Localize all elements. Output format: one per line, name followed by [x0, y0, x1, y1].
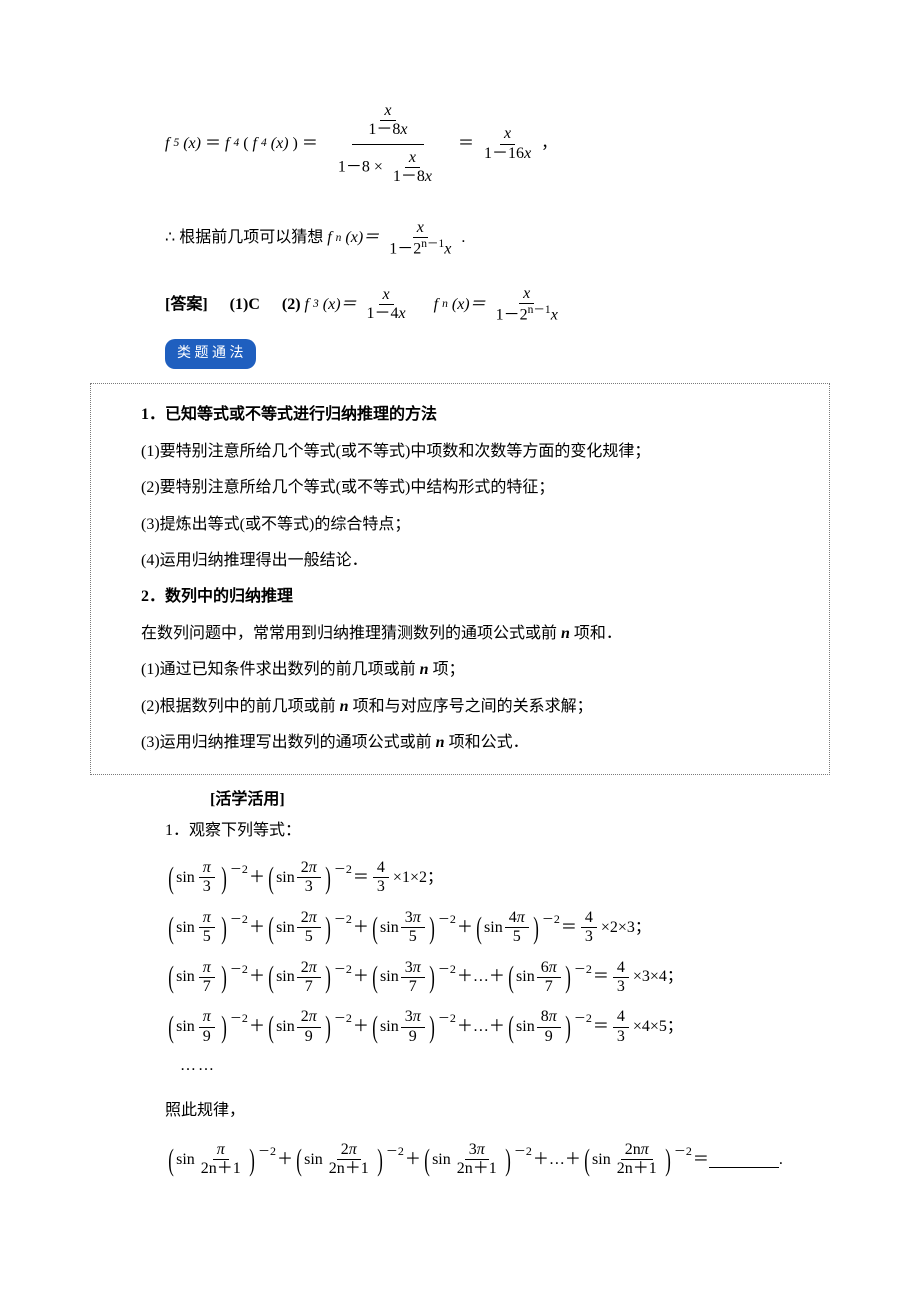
sin-term: (sin 3π5)－2: [370, 906, 456, 950]
arg-x: (x): [271, 129, 289, 159]
sin-term: (sin 2π5)－2: [266, 906, 352, 950]
method-pill: 类 题 通 法: [165, 339, 256, 370]
box-item: (3)提炼出等式(或不等式)的综合特点；: [109, 510, 811, 540]
var-f: f: [165, 129, 169, 159]
final-equality: (sin π2n＋1)－2＋(sin 2π2n＋1)－2＋(sin 3π2n＋1…: [90, 1136, 830, 1184]
spacer: [90, 267, 830, 277]
equals: ＝: [302, 129, 318, 159]
spacer: [90, 199, 830, 211]
sin-term: (sin 4π5)－2: [474, 906, 560, 950]
section-label: [活学活用]: [90, 785, 830, 815]
sin-term: (sin 6π7)－2: [506, 956, 592, 1000]
var-f: f: [225, 129, 229, 159]
fraction: x 1－2n－1x: [385, 219, 455, 259]
sin-term: (sin 3π9)－2: [370, 1005, 456, 1049]
sin-term: (sin π3)－2: [166, 856, 248, 900]
sub-4: 4: [261, 133, 267, 155]
equals: ＝: [205, 129, 221, 159]
equality-list: (sin π3)－2＋(sin 2π3)－2＝43×1×2；(sin π5)－2…: [90, 854, 830, 1051]
box-item: (3)运用归纳推理写出数列的通项公式或前 n 项和公式．: [109, 728, 811, 758]
text: 根据前几项可以猜想: [179, 223, 323, 253]
sin-term: (sin 2π9)－2: [266, 1005, 352, 1049]
fraction: x 1－8x: [364, 102, 411, 140]
fraction: x 1－8x: [389, 149, 436, 187]
spacer: [90, 1082, 830, 1096]
sin-term: (sin 8π9)－2: [506, 1005, 592, 1049]
method-box: 1．已知等式或不等式进行归纳推理的方法 (1)要特别注意所给几个等式(或不等式)…: [90, 383, 830, 775]
page-root: f5(x) ＝ f4(f4(x)) ＝ x 1－8x 1－8 × x 1－8x: [0, 0, 920, 1302]
fraction: x 1－2n－1x: [492, 285, 562, 325]
answer-1: (1)C: [230, 290, 260, 320]
sin-term: (sin 2π2n＋1)－2: [294, 1138, 404, 1182]
box-heading-1: 1．已知等式或不等式进行归纳推理的方法: [109, 400, 811, 430]
answer-label: [答案]: [165, 290, 208, 320]
box-item: (1)通过已知条件求出数列的前几项或前 n 项；: [109, 655, 811, 685]
sin-term: (sin π9)－2: [166, 1005, 248, 1049]
box-item: (1)要特别注意所给几个等式(或不等式)中项数和次数等方面的变化规律；: [109, 437, 811, 467]
pill-label: 类 题 通 法: [177, 341, 244, 368]
equality-row: (sin π7)－2＋(sin 2π7)－2＋(sin 3π7)－2＋…＋(si…: [165, 954, 830, 1002]
box-item: (2)要特别注意所给几个等式(或不等式)中结构形式的特征；: [109, 473, 811, 503]
sin-term: (sin π5)－2: [166, 906, 248, 950]
equation-conjecture: ∴ 根据前几项可以猜想 fn(x)＝ x 1－2n－1x .: [90, 217, 830, 261]
complex-fraction: x 1－8x 1－8 × x 1－8x: [328, 98, 448, 191]
sub-5: 5: [173, 133, 179, 155]
arg-x: (x): [183, 129, 201, 159]
var-f: f: [253, 129, 257, 159]
fill-in-blank: [709, 1151, 779, 1168]
spacer: [90, 1126, 830, 1136]
equality-row: (sin π9)－2＋(sin 2π9)－2＋(sin 3π9)－2＋…＋(si…: [165, 1003, 830, 1051]
sin-term: (sin π2n＋1)－2: [166, 1138, 276, 1182]
sin-term: (sin 3π7)－2: [370, 956, 456, 1000]
problem-statement: 1．观察下列等式：: [90, 816, 830, 846]
box-item: (4)运用归纳推理得出一般结论．: [109, 546, 811, 576]
content-column: f5(x) ＝ f4(f4(x)) ＝ x 1－8x 1－8 × x 1－8x: [90, 96, 830, 1184]
fraction: x 1－16x: [480, 125, 535, 163]
sin-term: (sin 3π2n＋1)－2: [422, 1138, 532, 1182]
sin-term: (sin 2π7)－2: [266, 956, 352, 1000]
box-item: 在数列问题中，常常用到归纳推理猜测数列的通项公式或前 n 项和．: [109, 619, 811, 649]
sin-term: (sin 2π3)－2: [266, 856, 352, 900]
conclusion-lead: 照此规律，: [90, 1096, 830, 1126]
fraction: x 1－4x: [363, 286, 410, 324]
equation-f5: f5(x) ＝ f4(f4(x)) ＝ x 1－8x 1－8 × x 1－8x: [90, 96, 830, 193]
answer-line: [答案] (1)C (2)f3(x)＝ x 1－4x fn(x)＝ x 1－2n…: [90, 283, 830, 327]
box-heading-2: 2．数列中的归纳推理: [109, 582, 811, 612]
equals: ＝: [458, 129, 474, 159]
ellipsis: ……: [90, 1051, 830, 1081]
comma: ，: [541, 129, 557, 159]
sub-4: 4: [233, 133, 239, 155]
spacer: [90, 846, 830, 854]
therefore-icon: ∴: [165, 223, 175, 253]
sin-term: (sin 2nπ2n＋1)－2: [582, 1138, 692, 1182]
equality-row: (sin π3)－2＋(sin 2π3)－2＝43×1×2；: [165, 854, 830, 902]
equality-row: (sin π5)－2＋(sin 2π5)－2＋(sin 3π5)－2＋(sin …: [165, 904, 830, 952]
sin-term: (sin π7)－2: [166, 956, 248, 1000]
box-item: (2)根据数列中的前几项或前 n 项和与对应序号之间的关系求解；: [109, 692, 811, 722]
